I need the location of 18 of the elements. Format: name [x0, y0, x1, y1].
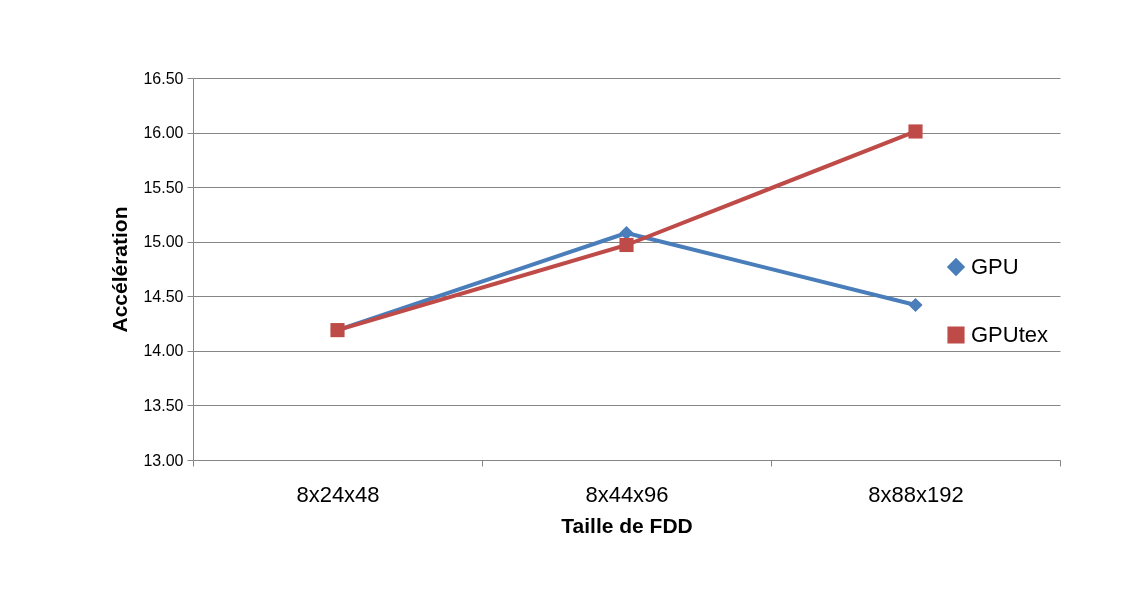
- y-tick-label: 15.00: [143, 233, 184, 251]
- x-tick-label: 8x88x192: [868, 481, 964, 507]
- y-tick-label: 13.00: [143, 451, 184, 469]
- y-tick-label: 16.50: [143, 69, 184, 87]
- y-tick-label: 16.00: [143, 124, 184, 142]
- x-axis-title: Taille de FDD: [561, 513, 693, 537]
- x-tick-label: 8x24x48: [296, 481, 380, 507]
- y-tick-label: 14.00: [143, 342, 184, 360]
- x-tick-label: 8x44x96: [585, 481, 669, 507]
- point: [908, 297, 923, 313]
- y-axis-title: Accélération: [108, 206, 132, 333]
- point: [619, 237, 634, 253]
- y-tick-label: 13.50: [143, 396, 184, 414]
- legend-label: GPU: [971, 254, 1019, 279]
- legend-label: GPUtex: [971, 322, 1049, 347]
- y-tick-label: 14.50: [143, 287, 184, 305]
- y-tick-label: 15.50: [143, 178, 184, 196]
- point: [908, 124, 923, 139]
